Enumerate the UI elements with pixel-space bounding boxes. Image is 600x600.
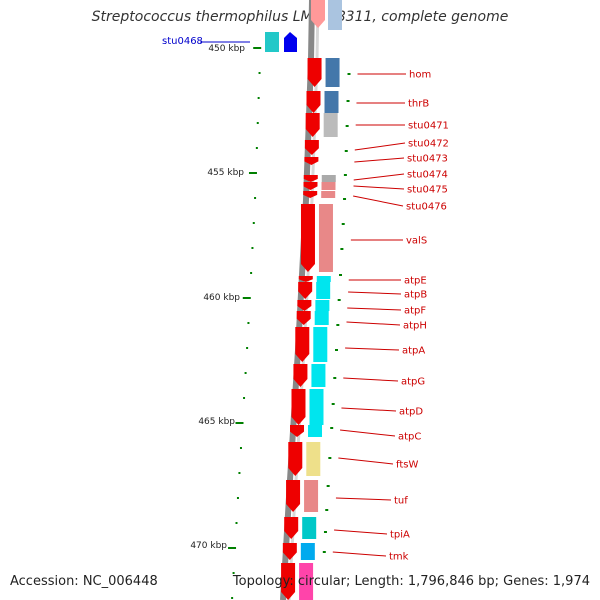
gene-arrow[interactable]	[303, 182, 318, 190]
accession-text: Accession: NC_006448	[10, 574, 158, 589]
gene-label-atpb[interactable]: atpB	[404, 290, 427, 301]
leader-line	[338, 457, 394, 465]
gene-label-stu0472[interactable]: stu0472	[408, 139, 449, 150]
gene-label-stu0471[interactable]: stu0471	[408, 121, 449, 132]
annotation-box	[325, 58, 340, 87]
leader-line	[332, 551, 387, 557]
gene-label-tpia[interactable]: tpiA	[390, 530, 410, 541]
leader-line	[343, 377, 399, 382]
gene-arrow[interactable]	[290, 425, 305, 437]
gene-label-stu0473[interactable]: stu0473	[407, 154, 448, 165]
leader-line	[353, 173, 405, 181]
ruler-label-460: 460 kbp	[203, 293, 240, 303]
annotation-box	[316, 276, 331, 282]
annotation-box	[300, 543, 315, 560]
gene-label-stu0474[interactable]: stu0474	[407, 170, 448, 181]
gene-label-vals[interactable]: valS	[406, 236, 427, 247]
annotation-box	[318, 204, 333, 272]
leader-line	[345, 347, 400, 351]
annotation-box	[308, 425, 323, 437]
gene-arrow[interactable]	[286, 480, 301, 512]
gene-label-tmk[interactable]: tmk	[389, 552, 409, 563]
gene-label-tuf[interactable]: tuf	[394, 496, 408, 507]
gene-arrow[interactable]	[288, 442, 303, 476]
gene-label-hom[interactable]: hom	[409, 70, 431, 81]
gene-arrow-stu0468[interactable]	[284, 32, 297, 52]
leader-line	[354, 157, 405, 163]
annotation-box-stu0468	[265, 32, 279, 52]
gene-label-atpf[interactable]: atpF	[404, 306, 426, 317]
gene-label-atpe[interactable]: atpE	[404, 276, 427, 287]
annotation-box	[302, 517, 317, 539]
gene-arrow-top	[311, 0, 325, 28]
gene-arrow[interactable]	[295, 327, 310, 362]
gene-label-atpa[interactable]: atpA	[402, 346, 425, 357]
gene-arrow[interactable]	[281, 563, 296, 600]
leader-line	[353, 195, 404, 207]
gene-label-atpg[interactable]: atpG	[401, 377, 425, 388]
gene-label-stu0476[interactable]: stu0476	[406, 202, 447, 213]
leader-line	[335, 497, 392, 501]
gene-label-stu0475[interactable]: stu0475	[407, 185, 448, 196]
gene-arrow[interactable]	[304, 157, 319, 165]
gene-arrow[interactable]	[298, 282, 313, 299]
leader-line	[353, 185, 405, 190]
leader-line	[346, 321, 401, 326]
annotation-box	[306, 442, 321, 476]
annotation-box	[324, 91, 339, 113]
gene-arrow[interactable]	[282, 543, 297, 560]
gene-arrow[interactable]	[307, 58, 322, 87]
leader-line	[340, 429, 396, 437]
leader-line	[348, 291, 402, 295]
gene-arrow[interactable]	[306, 91, 321, 113]
ruler-label-465: 465 kbp	[198, 417, 235, 427]
gene-arrow[interactable]	[297, 300, 312, 311]
gene-label-atpc[interactable]: atpC	[398, 432, 421, 443]
gene-arrow[interactable]	[298, 276, 313, 282]
gene-arrow[interactable]	[293, 364, 308, 387]
annotation-box	[311, 364, 326, 387]
map-title: Streptococcus thermophilus LMG 18311, co…	[91, 9, 509, 25]
gene-label-atph[interactable]: atpH	[403, 321, 427, 332]
gene-arrow[interactable]	[300, 204, 315, 272]
gene-arrow[interactable]	[291, 389, 306, 425]
annotation-box	[314, 311, 329, 325]
annotation-box	[315, 300, 330, 311]
annotation-box	[304, 480, 319, 512]
annotation-box	[313, 327, 328, 362]
annotation-box	[321, 191, 336, 198]
annotation-box	[299, 563, 314, 600]
annotation-box	[321, 182, 336, 190]
leader-line	[341, 407, 397, 412]
ruler-label-455: 455 kbp	[207, 168, 244, 178]
gene-arrow[interactable]	[305, 113, 320, 137]
annotation-box	[316, 282, 331, 299]
gene-arrow[interactable]	[296, 311, 311, 325]
annotation-box	[309, 389, 324, 425]
ruler-label-450: 450 kbp	[208, 44, 245, 54]
gene-label-stu0468[interactable]: stu0468	[162, 36, 203, 47]
gene-arrow[interactable]	[304, 140, 319, 155]
gene-label-ftsw[interactable]: ftsW	[396, 460, 418, 471]
annotation-box-top	[328, 0, 342, 30]
annotation-box	[321, 175, 336, 182]
gene-label-atpd[interactable]: atpD	[399, 407, 423, 418]
leader-line	[334, 529, 388, 535]
topology-text: Topology: circular; Length: 1,796,846 bp…	[232, 574, 590, 589]
leader-line	[347, 307, 402, 311]
annotation-box	[323, 113, 338, 137]
gene-label-thrb[interactable]: thrB	[408, 99, 429, 110]
leader-line	[354, 142, 406, 151]
gene-arrow[interactable]	[284, 517, 299, 539]
ruler-label-470: 470 kbp	[190, 541, 227, 551]
gene-arrow[interactable]	[303, 175, 318, 182]
gene-arrow[interactable]	[303, 191, 318, 198]
